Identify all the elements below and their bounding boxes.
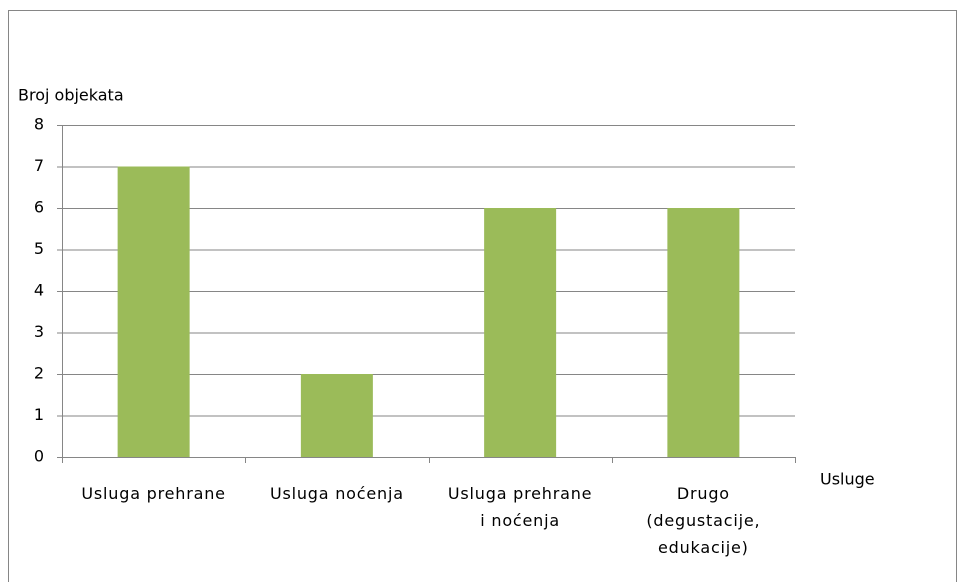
y-tick-label: 7 xyxy=(34,156,44,175)
x-tick-label: Drugo (degustacije, edukacije) xyxy=(646,484,760,557)
x-tick-label-line: (degustacije, xyxy=(646,511,760,530)
y-tick-label: 2 xyxy=(34,364,44,383)
y-tick-label: 5 xyxy=(34,239,44,258)
x-tick-label: Usluga noćenja xyxy=(270,484,404,503)
x-tick-label-line: i noćenja xyxy=(480,511,560,530)
bar xyxy=(300,374,373,457)
x-tick-label-line: edukacije) xyxy=(658,538,749,557)
x-axis-label: Usluge xyxy=(820,470,875,489)
x-tick-label: Usluga prehrane i noćenja xyxy=(448,484,592,530)
y-tick-label: 4 xyxy=(34,281,44,300)
chart-border xyxy=(8,10,957,582)
x-tick-label-line: Usluga prehrane xyxy=(81,484,225,503)
bar xyxy=(667,208,740,457)
x-tick-label-line: Usluga noćenja xyxy=(270,484,404,503)
bar xyxy=(484,208,557,457)
y-tick-label: 0 xyxy=(34,447,44,466)
x-tick-label-line: Drugo xyxy=(677,484,730,503)
y-tick-label: 8 xyxy=(34,115,44,134)
y-axis-label: Broj objekata xyxy=(18,86,124,105)
x-tick-label: Usluga prehrane xyxy=(81,484,225,503)
x-tick-label-line: Usluga prehrane xyxy=(448,484,592,503)
y-tick-label: 1 xyxy=(34,405,44,424)
bar xyxy=(117,166,190,457)
y-tick-label: 3 xyxy=(34,322,44,341)
y-tick-label: 6 xyxy=(34,198,44,217)
